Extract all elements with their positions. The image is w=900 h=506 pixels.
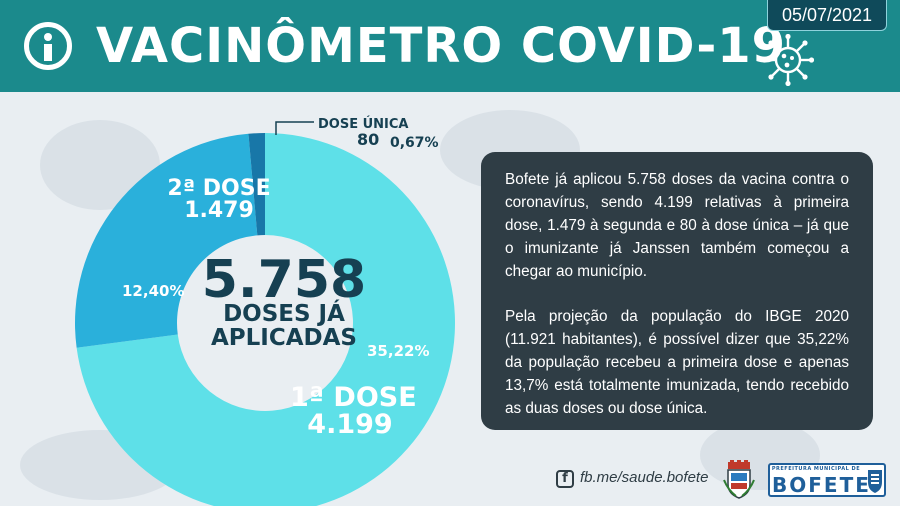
- slice-label-dose1-name: 1ª DOSE: [290, 382, 417, 413]
- center-total-label: DOSES JÁ APLICADAS: [196, 302, 372, 350]
- logo-big-text: BOFETE: [772, 473, 871, 497]
- coat-of-arms-icon: [723, 460, 755, 499]
- info-text-box: Bofete já aplicou 5.758 doses da vacina …: [481, 152, 873, 430]
- center-label-line2: APLICADAS: [210, 325, 357, 351]
- slice-label-dose1-value: 4.199: [307, 409, 393, 440]
- info-paragraph-1: Bofete já aplicou 5.758 doses da vacina …: [505, 171, 849, 280]
- slice-dose2: [74, 133, 258, 348]
- facebook-link[interactable]: fb.me/saude.bofete: [580, 469, 709, 486]
- slice-label-dose-unica-value: 80: [357, 130, 380, 149]
- slice-dose1: [76, 133, 455, 506]
- page-title: VACINÔMETRO COVID-19: [96, 18, 787, 74]
- slice-dose-unica: [248, 133, 265, 236]
- slice-label-dose2: 2ª DOSE 1.479: [166, 178, 272, 222]
- slice-label-dose1: 1ª DOSE 4.199: [290, 382, 417, 440]
- facebook-icon: f: [556, 470, 574, 488]
- prefeitura-logo: PREFEITURA MUNICIPAL DE BOFETE: [768, 463, 886, 497]
- dose-unica-leader-line: [275, 121, 314, 135]
- virus-icon: [762, 34, 814, 86]
- logo-small-text: PREFEITURA MUNICIPAL DE: [771, 466, 861, 472]
- center-label-line1: DOSES JÁ: [223, 301, 345, 327]
- info-icon: [24, 22, 72, 70]
- percent-label-dose2: 12,40%: [122, 282, 185, 300]
- percent-label-dose-unica: 0,67%: [390, 135, 439, 151]
- logo-emblem-icon: [868, 470, 882, 493]
- slice-label-dose2-value: 1.479: [184, 198, 254, 223]
- slice-label-dose2-name: 2ª DOSE: [167, 176, 271, 201]
- date-badge: 05/07/2021: [767, 0, 887, 31]
- center-total-value: 5.758: [201, 250, 367, 310]
- slice-label-dose-unica-name: DOSE ÚNICA: [318, 117, 409, 132]
- percent-label-dose1: 35,22%: [367, 342, 430, 360]
- header-banner: VACINÔMETRO COVID-19: [0, 0, 900, 92]
- info-paragraph-2: Pela projeção da população do IBGE 2020 …: [505, 308, 849, 417]
- donut-chart: [74, 121, 455, 506]
